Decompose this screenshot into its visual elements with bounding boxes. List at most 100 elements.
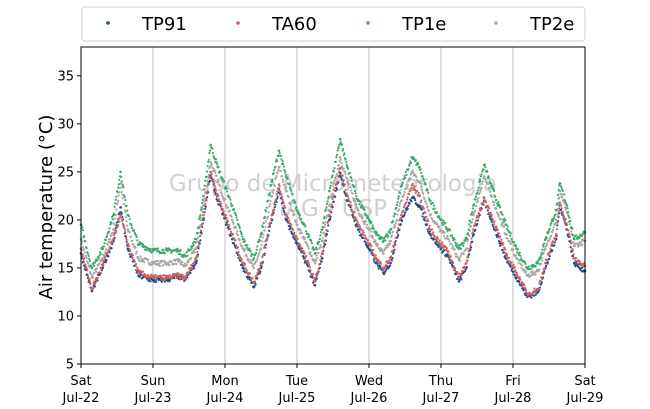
sample-TP2e <box>402 193 406 196</box>
sample-TA60 <box>354 216 357 219</box>
sample-TP1e <box>539 255 542 258</box>
sample-TP1e <box>404 170 407 174</box>
sample-TP2e <box>257 254 260 257</box>
sample-TA60 <box>204 202 207 206</box>
sample-TA60 <box>288 219 291 222</box>
sample-TP91 <box>408 202 411 205</box>
sample-TP2e <box>579 244 582 247</box>
sample-TP1e <box>490 184 494 187</box>
sample-TP2e <box>294 221 297 224</box>
sample-TP2e <box>380 248 383 251</box>
sample-TA60 <box>272 208 275 211</box>
sample-TA60 <box>446 249 449 253</box>
sample-TP2e <box>504 233 507 236</box>
sample-TP1e <box>194 241 197 244</box>
sample-TA60 <box>567 229 570 232</box>
sample-TP2e <box>393 225 397 228</box>
sample-TP1e <box>550 221 553 225</box>
sample-TP2e <box>451 245 454 248</box>
sample-TP1e <box>216 163 219 166</box>
sample-TA60 <box>183 278 186 281</box>
sample-TP2e <box>234 226 238 229</box>
sample-TA60 <box>205 197 208 200</box>
sample-TP1e <box>208 151 211 155</box>
sample-TP1e <box>277 154 280 157</box>
sample-TP1e <box>236 218 239 222</box>
sample-TA60 <box>364 234 367 237</box>
sample-TP91 <box>233 242 236 245</box>
sample-TP91 <box>376 262 379 265</box>
sample-TP2e <box>284 185 287 189</box>
sample-TP1e <box>292 199 295 202</box>
series-TP2e <box>79 156 587 279</box>
sample-TP1e <box>240 232 243 236</box>
sample-TP2e <box>332 182 335 185</box>
sample-TP2e <box>277 168 280 171</box>
sample-TA60 <box>220 205 223 208</box>
sample-TP1e <box>325 202 329 206</box>
sample-TA60 <box>229 227 232 231</box>
sample-TA60 <box>178 277 182 280</box>
sample-TA60 <box>564 218 567 221</box>
sample-TP1e <box>98 254 101 257</box>
sample-TA60 <box>414 188 417 191</box>
sample-TA60 <box>214 187 217 190</box>
y-tick-label-3: 20 <box>57 213 74 228</box>
sample-TP91 <box>429 234 432 237</box>
sample-TP2e <box>542 251 545 255</box>
sample-TA60 <box>499 240 502 243</box>
sample-TA60 <box>236 245 240 249</box>
sample-TP1e <box>538 257 542 260</box>
sample-TA60 <box>495 225 498 228</box>
sample-TP1e <box>136 239 139 242</box>
sample-TP91 <box>399 223 402 226</box>
sample-TA60 <box>500 238 503 241</box>
sample-TA60 <box>118 216 122 219</box>
sample-TP91 <box>494 229 497 232</box>
sample-TP91 <box>492 225 495 228</box>
sample-TP2e <box>552 226 555 229</box>
sample-TP2e <box>83 248 86 251</box>
sample-TP2e <box>275 174 278 178</box>
sample-TP1e <box>268 194 271 197</box>
sample-TP2e <box>285 190 288 193</box>
sample-TA60 <box>99 266 102 269</box>
sample-TP91 <box>393 243 397 246</box>
sample-TA60 <box>425 215 428 218</box>
sample-TP1e <box>125 204 128 207</box>
x-tick-date-3: Jul-25 <box>278 391 316 406</box>
sample-TP1e <box>465 237 468 240</box>
sample-TA60 <box>474 222 477 225</box>
series-TA60-dense <box>80 166 586 297</box>
sample-TP91 <box>351 213 354 217</box>
sample-TP91 <box>254 283 257 286</box>
sample-TP1e <box>283 170 287 173</box>
sample-TP1e <box>252 258 255 261</box>
sample-TA60 <box>336 180 339 183</box>
sample-TP1e <box>337 147 340 150</box>
sample-TP1e <box>260 231 263 234</box>
sample-TP91 <box>320 260 323 263</box>
sample-TP2e <box>514 254 518 257</box>
sample-TP1e <box>424 183 427 186</box>
sample-TP1e <box>495 202 499 205</box>
sample-TP91 <box>327 224 330 227</box>
sample-TA60 <box>437 242 441 245</box>
sample-TP1e <box>111 215 114 218</box>
sample-TA60 <box>274 198 278 201</box>
sample-TP91 <box>421 215 424 218</box>
sample-TP1e <box>229 198 232 201</box>
sample-TA60 <box>549 247 552 250</box>
sample-TA60 <box>123 226 126 229</box>
sample-TP1e <box>501 213 504 216</box>
sample-TP1e <box>467 228 470 231</box>
sample-TP91 <box>398 228 401 231</box>
sample-TP2e <box>445 237 448 240</box>
sample-TP1e <box>276 159 279 163</box>
sample-TA60 <box>255 274 258 277</box>
sample-TA60 <box>259 264 262 267</box>
sample-TA60 <box>199 234 202 237</box>
sample-TP2e <box>361 216 364 219</box>
sample-TP1e <box>311 246 315 249</box>
sample-TP91 <box>571 254 575 258</box>
